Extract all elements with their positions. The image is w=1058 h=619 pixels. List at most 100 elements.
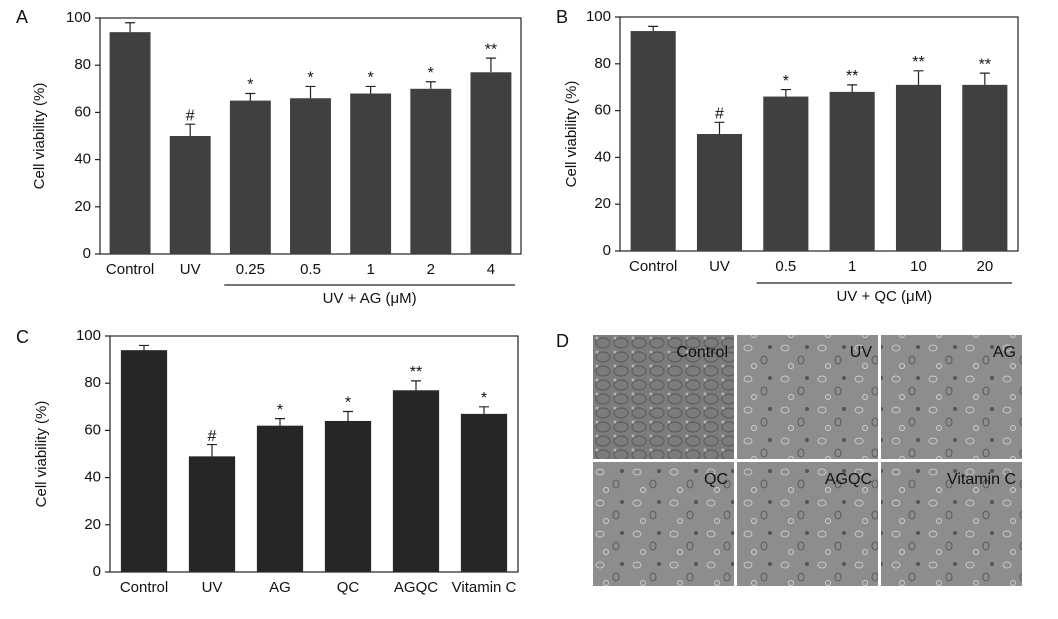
micrograph xyxy=(593,462,734,586)
x-tick-label: AG xyxy=(269,579,291,596)
error-bar xyxy=(343,410,353,421)
significance-label: ** xyxy=(485,41,497,58)
y-tick-label: 100 xyxy=(586,8,611,25)
x-tick-label: UV xyxy=(202,579,223,596)
error-bar xyxy=(485,57,496,73)
bar xyxy=(763,96,809,251)
bar xyxy=(188,456,236,572)
bar xyxy=(169,136,211,254)
x-tick-label: Control xyxy=(629,258,677,275)
y-tick-label: 0 xyxy=(603,242,611,259)
significance-label: ** xyxy=(846,68,858,85)
error-bar xyxy=(365,85,376,94)
bar xyxy=(895,84,942,251)
bar xyxy=(392,390,440,572)
error-bar xyxy=(185,123,196,136)
y-tick-label: 60 xyxy=(84,421,101,438)
error-bar xyxy=(847,84,858,92)
group-label: UV + QC (μM) xyxy=(836,288,932,305)
y-tick-label: 100 xyxy=(66,9,91,26)
error-bar xyxy=(913,70,924,85)
y-tick-label: 40 xyxy=(594,148,611,165)
x-tick-label: UV xyxy=(180,261,201,278)
panel-letter: D xyxy=(556,331,569,351)
x-tick-label: UV xyxy=(709,258,730,275)
error-bar xyxy=(979,72,990,85)
error-bar xyxy=(245,92,256,101)
significance-label: * xyxy=(428,65,434,82)
micrograph xyxy=(881,335,1022,459)
y-tick-label: 0 xyxy=(93,563,101,580)
bar xyxy=(962,84,1008,251)
panel-letter: C xyxy=(16,327,29,347)
y-tick-label: 80 xyxy=(84,374,101,391)
panel-letter: A xyxy=(16,7,28,27)
x-tick-label: 4 xyxy=(487,261,495,278)
plot-frame xyxy=(619,16,1019,252)
y-tick-label: 80 xyxy=(594,55,611,72)
error-bar xyxy=(207,443,217,457)
significance-label: * xyxy=(277,402,283,419)
significance-label: # xyxy=(715,106,724,123)
significance-label: * xyxy=(368,70,374,87)
micrograph xyxy=(737,335,878,459)
x-tick-label: QC xyxy=(337,579,360,596)
error-bar xyxy=(275,418,285,426)
y-tick-label: 60 xyxy=(594,102,611,119)
micrograph-label: AG xyxy=(993,344,1016,361)
y-axis-label: Cell viability (%) xyxy=(563,81,580,188)
bar xyxy=(630,31,676,251)
significance-label: # xyxy=(208,428,217,445)
plot-frame xyxy=(109,335,519,573)
error-bar xyxy=(780,88,791,97)
significance-label: * xyxy=(345,395,351,412)
error-bar xyxy=(139,344,149,351)
y-tick-label: 20 xyxy=(84,516,101,533)
y-axis-label: Cell viability (%) xyxy=(31,83,48,190)
significance-label: # xyxy=(186,107,195,124)
error-bar xyxy=(305,85,316,99)
significance-label: ** xyxy=(979,56,991,73)
x-tick-label: Control xyxy=(120,579,168,596)
x-tick-label: 0.5 xyxy=(775,258,796,275)
micrograph xyxy=(593,335,734,459)
bar xyxy=(256,425,304,572)
x-tick-label: Vitamin C xyxy=(452,579,517,596)
y-axis-label: Cell viability (%) xyxy=(33,401,50,508)
group-label: UV + AG (μM) xyxy=(323,290,417,307)
error-bar xyxy=(411,380,421,391)
micrograph-label: UV xyxy=(850,344,873,361)
x-tick-label: AGQC xyxy=(394,579,438,596)
significance-label: * xyxy=(481,390,487,407)
x-tick-label: 0.5 xyxy=(300,261,321,278)
error-bar xyxy=(479,406,489,414)
significance-label: ** xyxy=(410,364,422,381)
micrograph-label: Vitamin C xyxy=(947,471,1016,488)
y-tick-label: 0 xyxy=(83,245,91,262)
error-bar xyxy=(648,25,659,32)
x-tick-label: 1 xyxy=(848,258,856,275)
bar xyxy=(696,134,743,251)
bar xyxy=(460,413,508,572)
x-tick-label: 2 xyxy=(427,261,435,278)
significance-label: * xyxy=(783,73,789,90)
bar xyxy=(350,93,392,255)
error-bar xyxy=(125,22,136,33)
bar xyxy=(120,350,168,572)
micrograph-label: QC xyxy=(704,471,728,488)
y-tick-label: 40 xyxy=(74,151,91,168)
bar xyxy=(109,32,151,254)
bar xyxy=(410,88,452,254)
x-tick-label: 0.25 xyxy=(236,261,265,278)
micrograph xyxy=(881,462,1022,586)
y-tick-label: 20 xyxy=(594,195,611,212)
bar xyxy=(290,98,331,255)
y-tick-label: 80 xyxy=(74,56,91,73)
error-bar xyxy=(714,121,725,134)
y-tick-label: 20 xyxy=(74,198,91,215)
x-tick-label: Control xyxy=(106,261,154,278)
bar xyxy=(470,72,512,254)
significance-label: ** xyxy=(912,54,924,71)
x-tick-label: 1 xyxy=(366,261,374,278)
